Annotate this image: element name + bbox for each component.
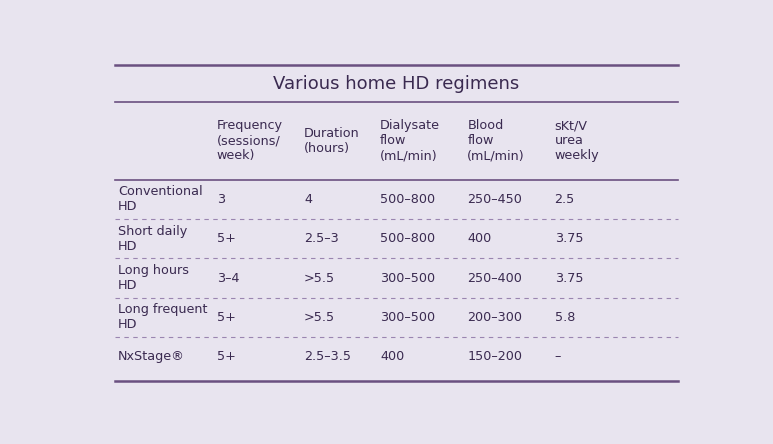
Text: 3: 3 (216, 193, 225, 206)
Text: 5+: 5+ (216, 350, 236, 363)
Text: Short daily
HD: Short daily HD (118, 225, 187, 253)
Text: >5.5: >5.5 (304, 272, 335, 285)
Text: 2.5–3: 2.5–3 (304, 232, 339, 245)
Text: Long frequent
HD: Long frequent HD (118, 303, 208, 331)
Text: 3–4: 3–4 (216, 272, 239, 285)
Text: Frequency
(sessions/
week): Frequency (sessions/ week) (216, 119, 283, 163)
Text: 400: 400 (380, 350, 404, 363)
Text: Various home HD regimens: Various home HD regimens (273, 75, 519, 92)
Text: 5+: 5+ (216, 311, 236, 324)
Text: 2.5: 2.5 (554, 193, 575, 206)
Text: Blood
flow
(mL/min): Blood flow (mL/min) (468, 119, 525, 163)
Text: NxStage®: NxStage® (118, 350, 185, 363)
Text: >5.5: >5.5 (304, 311, 335, 324)
Text: 4: 4 (304, 193, 312, 206)
Text: 300–500: 300–500 (380, 311, 435, 324)
Text: 500–800: 500–800 (380, 193, 435, 206)
Text: 3.75: 3.75 (554, 272, 583, 285)
Text: 500–800: 500–800 (380, 232, 435, 245)
Text: 2.5–3.5: 2.5–3.5 (304, 350, 351, 363)
Text: Duration
(hours): Duration (hours) (304, 127, 359, 155)
Text: sKt/V
urea
weekly: sKt/V urea weekly (554, 119, 599, 163)
Text: 300–500: 300–500 (380, 272, 435, 285)
Text: 5.8: 5.8 (554, 311, 575, 324)
Text: 200–300: 200–300 (468, 311, 523, 324)
Text: Long hours
HD: Long hours HD (118, 264, 189, 292)
Text: 400: 400 (468, 232, 492, 245)
Text: 5+: 5+ (216, 232, 236, 245)
Text: Conventional
HD: Conventional HD (118, 186, 203, 214)
Text: 250–450: 250–450 (468, 193, 523, 206)
Text: –: – (554, 350, 561, 363)
Text: 250–400: 250–400 (468, 272, 523, 285)
Text: Dialysate
flow
(mL/min): Dialysate flow (mL/min) (380, 119, 440, 163)
Text: 150–200: 150–200 (468, 350, 523, 363)
Text: 3.75: 3.75 (554, 232, 583, 245)
